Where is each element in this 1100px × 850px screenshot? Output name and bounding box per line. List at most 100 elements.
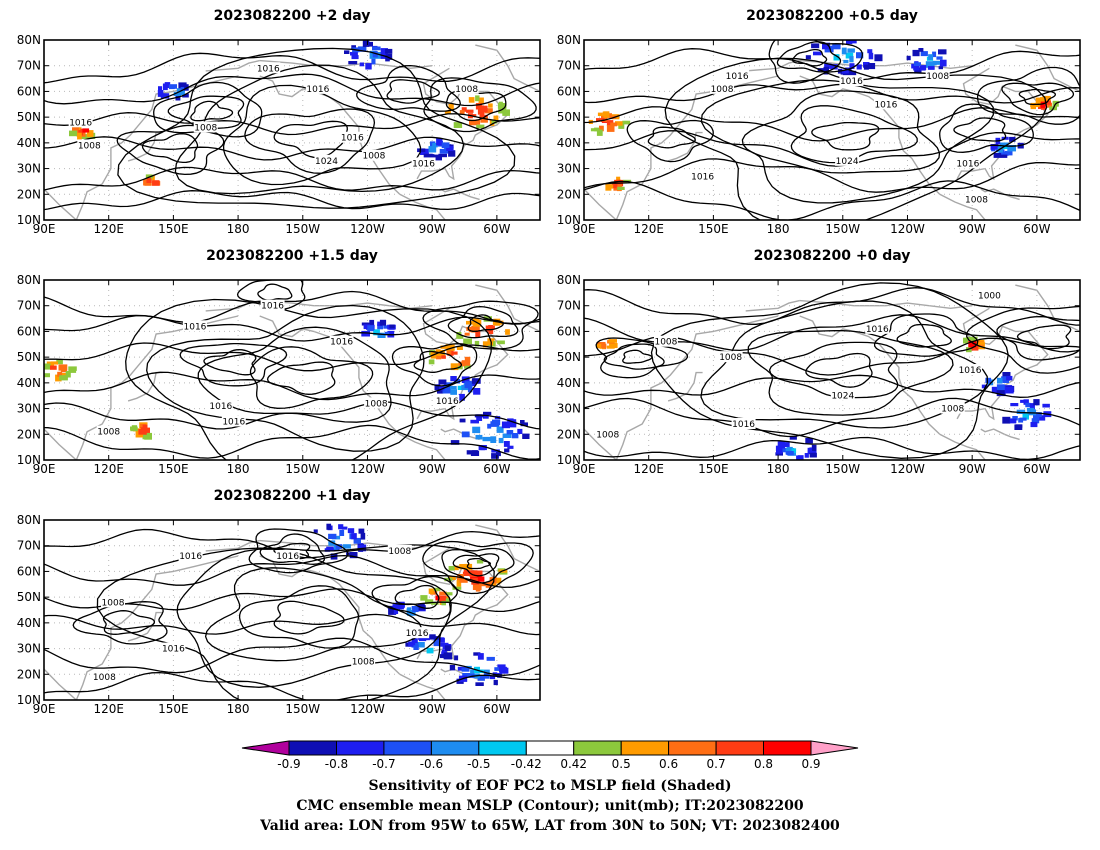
lon-tick-label: 150E — [158, 222, 189, 236]
contour-label: 1016 — [341, 134, 364, 144]
contour-label: 1016 — [406, 629, 429, 639]
lon-tick-label: 120W — [350, 462, 385, 476]
sensitivity-shading — [588, 40, 1059, 192]
lat-tick-label: 30N — [17, 642, 41, 656]
lat-tick-label: 50N — [17, 590, 41, 604]
lon-tick-label: 120W — [890, 222, 925, 236]
contour-label: 1016 — [330, 338, 353, 348]
map-content: 1016 1016 1016 1008 1016 1008 1008 1024 1008 1016 — [44, 40, 540, 220]
lon-tick-label: 120E — [633, 462, 664, 476]
contour-labels: 1016 1016 1008 1008 1016 1016 1008 1008 — [92, 544, 430, 683]
colorbar-tick-label: 0.6 — [659, 757, 678, 771]
lon-tick-label: 150W — [285, 462, 320, 476]
map-frame — [583, 279, 1081, 461]
contour-label: 1008 — [455, 85, 478, 95]
colorbar-tick-label: 0.5 — [612, 757, 631, 771]
lon-tick-label: 90W — [419, 702, 446, 716]
contour-label: 1016 — [257, 64, 280, 74]
contour-label: 1016 — [436, 397, 459, 407]
lon-tick-label: 150W — [825, 222, 860, 236]
lat-tick-label: 60N — [557, 84, 581, 98]
contour-label: 1016 — [179, 552, 202, 562]
lat-tick-label: 60N — [17, 564, 41, 578]
contour-labels: 1016 1016 1016 1016 1016 1008 1016 1008 — [96, 299, 460, 438]
contour-label: 1008 — [941, 405, 964, 415]
lon-tick-label: 90E — [33, 462, 56, 476]
colorbar-box — [620, 740, 670, 756]
contour-label: 1008 — [719, 353, 742, 363]
lat-tick-label: 40N — [557, 376, 581, 390]
lon-tick-label: 180 — [227, 222, 250, 236]
colorbar-box — [430, 740, 480, 756]
colorbar-tick-label: -0.5 — [467, 757, 490, 771]
colorbar-box — [715, 740, 765, 756]
contour-label: 1016 — [184, 322, 207, 332]
lat-tick-label: 80N — [557, 273, 581, 287]
axis-labels: 90E 120E 150E 180 150W 120W 90W 60W 10N 20N 30N 40N… — [557, 273, 1080, 476]
lat-tick-label: 70N — [17, 539, 41, 553]
contour-label: 1008 — [965, 195, 988, 205]
map-panel-d2: 2023082200 +2 day 1016 1016 1016 1008 1016 100… — [17, 8, 541, 236]
contour-label: 1016 — [261, 302, 284, 312]
lon-tick-label: 60W — [1023, 462, 1050, 476]
lon-tick-label: 120E — [633, 222, 664, 236]
contour-label: 1016 — [732, 420, 755, 430]
axis-labels: 90E 120E 150E 180 150W 120W 90W 60W 10N 20N 30N 40N… — [17, 33, 540, 236]
lon-tick-label: 90W — [959, 222, 986, 236]
lon-tick-label: 150W — [825, 462, 860, 476]
lon-tick-label: 90E — [573, 462, 596, 476]
colorbar: -0.9 -0.8 -0.7 -0.6 -0.5 -0.42 0.42 0.5 0.6 0.7 0.… — [241, 740, 859, 771]
lat-tick-label: 60N — [557, 324, 581, 338]
map-content: 1016 1016 1008 1008 1016 1024 1016 1016 1008 — [584, 40, 1080, 220]
panel-title: 2023082200 +1 day — [214, 488, 371, 504]
lon-tick-label: 90E — [33, 222, 56, 236]
map-frame — [43, 519, 541, 701]
lat-tick-label: 50N — [17, 350, 41, 364]
mslp-contours — [584, 40, 1080, 220]
contour-label: 1016 — [69, 118, 92, 128]
lat-tick-label: 20N — [17, 427, 41, 441]
contour-label: 1016 — [726, 72, 749, 82]
contour-label: 1008 — [194, 123, 217, 133]
lat-tick-label: 40N — [17, 136, 41, 150]
lon-tick-label: 90E — [33, 702, 56, 716]
lat-tick-label: 10N — [17, 693, 41, 707]
map-panel-d0: 2023082200 +0 day 1000 1016 1008 1008 1016 102… — [557, 248, 1081, 476]
map-panels: 2023082200 +2 day10161016101610081016100… — [17, 8, 1081, 716]
lon-tick-label: 90W — [419, 222, 446, 236]
colorbar-box — [336, 740, 385, 756]
caption-line-2: CMC ensemble mean MSLP (Contour); unit(m… — [296, 798, 804, 814]
map-panel-d15: 2023082200 +1.5 day101610161016101610161… — [17, 248, 541, 476]
contour-label: 1016 — [956, 159, 979, 169]
colorbar-tick-label: -0.6 — [420, 757, 443, 771]
lon-tick-label: 150E — [698, 222, 729, 236]
panel-title: 2023082200 +1.5 day — [206, 248, 378, 264]
contour-label: 1008 — [78, 141, 101, 151]
map-content: 1016 1016 1008 1008 1016 1016 1008 1008 — [44, 520, 540, 700]
contour-labels: 1016 1016 1008 1008 1016 1024 1016 1016 1008 — [690, 70, 989, 205]
lon-tick-label: 180 — [767, 222, 790, 236]
lat-tick-label: 70N — [17, 299, 41, 313]
colorbar-tick-label: -0.8 — [325, 757, 348, 771]
lon-tick-label: 120E — [93, 222, 124, 236]
contour-label: 1008 — [97, 428, 120, 438]
lat-tick-label: 80N — [17, 513, 41, 527]
lat-tick-label: 30N — [557, 162, 581, 176]
lon-tick-label: 180 — [227, 702, 250, 716]
lat-tick-label: 50N — [557, 350, 581, 364]
map-frame — [43, 279, 541, 461]
lon-tick-label: 150E — [158, 702, 189, 716]
lat-tick-label: 70N — [17, 59, 41, 73]
lat-tick-label: 70N — [557, 59, 581, 73]
lat-tick-label: 80N — [557, 33, 581, 47]
panel-title: 2023082200 +0.5 day — [746, 8, 918, 24]
lon-tick-label: 180 — [767, 462, 790, 476]
contour-label: 1024 — [836, 157, 859, 167]
lat-tick-label: 40N — [17, 616, 41, 630]
contour-label: 1024 — [315, 157, 338, 167]
contour-label: 1008 — [102, 598, 125, 608]
contour-labels: 1000 1016 1008 1008 1016 1024 1008 1016 1008 — [595, 289, 1002, 440]
lon-tick-label: 120W — [350, 702, 385, 716]
